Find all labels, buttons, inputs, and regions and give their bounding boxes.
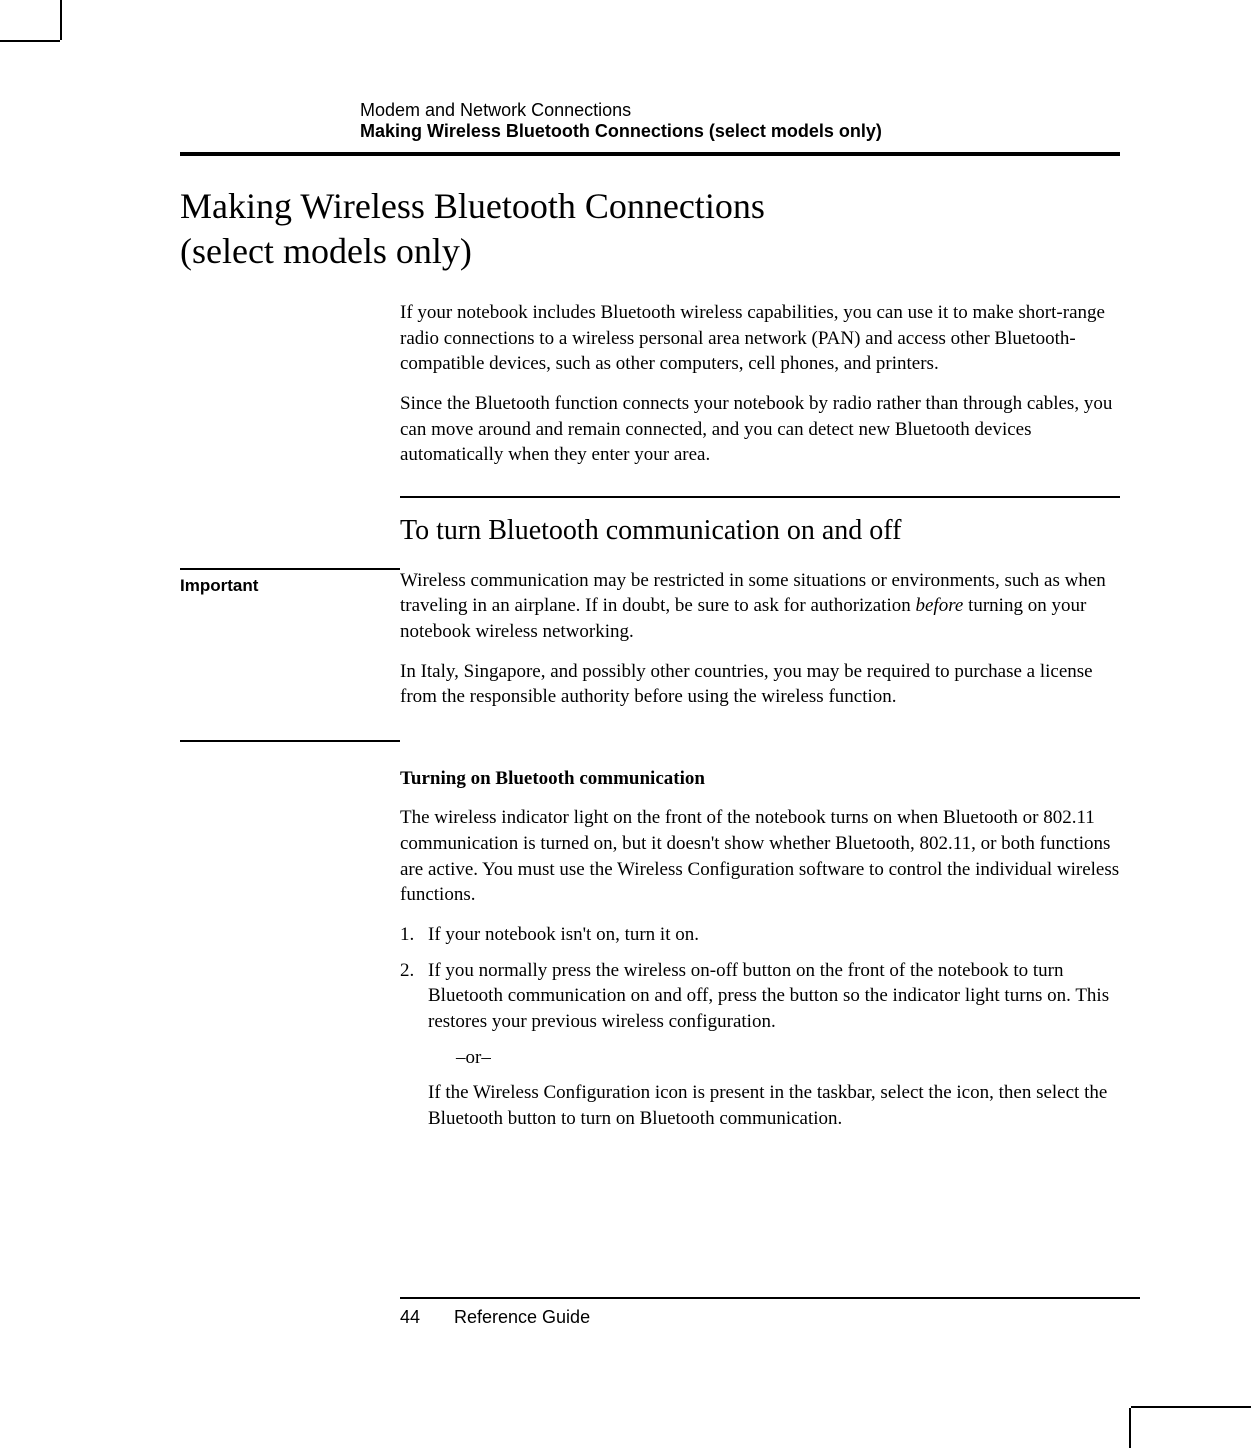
text-run: If the Wireless Configuration icon is pr… [428, 1082, 1107, 1129]
important-note: Important Wireless communication may be … [180, 568, 1120, 724]
page-title: Making Wireless Bluetooth Connections (s… [180, 184, 1120, 274]
sub-sub-heading: Turning on Bluetooth communication [400, 766, 1120, 792]
intro-paragraph: Since the Bluetooth function connects yo… [400, 391, 1120, 468]
subheading: To turn Bluetooth communication on and o… [400, 512, 1120, 550]
important-paragraph: In Italy, Singapore, and possibly other … [400, 659, 1120, 710]
crop-mark [0, 40, 60, 42]
footer-text: 44Reference Guide [400, 1307, 1140, 1328]
page-number: 44 [400, 1307, 454, 1328]
crop-mark [1131, 1406, 1251, 1408]
crop-mark [1129, 1408, 1131, 1448]
emphasis-before: before [915, 595, 963, 616]
list-item: 1. If your notebook isn't on, turn it on… [400, 922, 1120, 948]
page-footer: 44Reference Guide [400, 1297, 1140, 1328]
intro-block: If your notebook includes Bluetooth wire… [400, 300, 1120, 550]
ordered-list: 1. If your notebook isn't on, turn it on… [400, 922, 1120, 1131]
important-paragraph: Wireless communication may be restricted… [400, 568, 1120, 645]
header-rule [180, 152, 1120, 156]
list-number: 1. [400, 922, 428, 948]
turning-on-block: Turning on Bluetooth communication The w… [400, 766, 1120, 1132]
header-chapter: Modem and Network Connections [360, 100, 1120, 121]
text-run: If you normally press the wireless on-of… [428, 960, 1109, 1032]
section-rule [400, 496, 1120, 498]
important-label: Important [180, 568, 400, 596]
or-separator: –or– [456, 1045, 1120, 1071]
page-content: Modem and Network Connections Making Wir… [180, 100, 1120, 1142]
footer-rule [400, 1297, 1140, 1299]
list-item: 2. If you normally press the wireless on… [400, 958, 1120, 1132]
list-number: 2. [400, 958, 428, 1132]
list-body: If your notebook isn't on, turn it on. [428, 922, 1120, 948]
intro-paragraph: If your notebook includes Bluetooth wire… [400, 300, 1120, 377]
important-body: Wireless communication may be restricted… [400, 568, 1120, 724]
body-paragraph: The wireless indicator light on the fron… [400, 805, 1120, 908]
crop-mark [60, 0, 62, 40]
title-line-1: Making Wireless Bluetooth Connections [180, 186, 765, 226]
title-line-2: (select models only) [180, 231, 472, 271]
header-section: Making Wireless Bluetooth Connections (s… [360, 121, 1120, 142]
footer-label: Reference Guide [454, 1307, 590, 1327]
important-close-rule [180, 740, 400, 742]
running-header: Modem and Network Connections Making Wir… [360, 100, 1120, 142]
list-body: If you normally press the wireless on-of… [428, 958, 1120, 1132]
